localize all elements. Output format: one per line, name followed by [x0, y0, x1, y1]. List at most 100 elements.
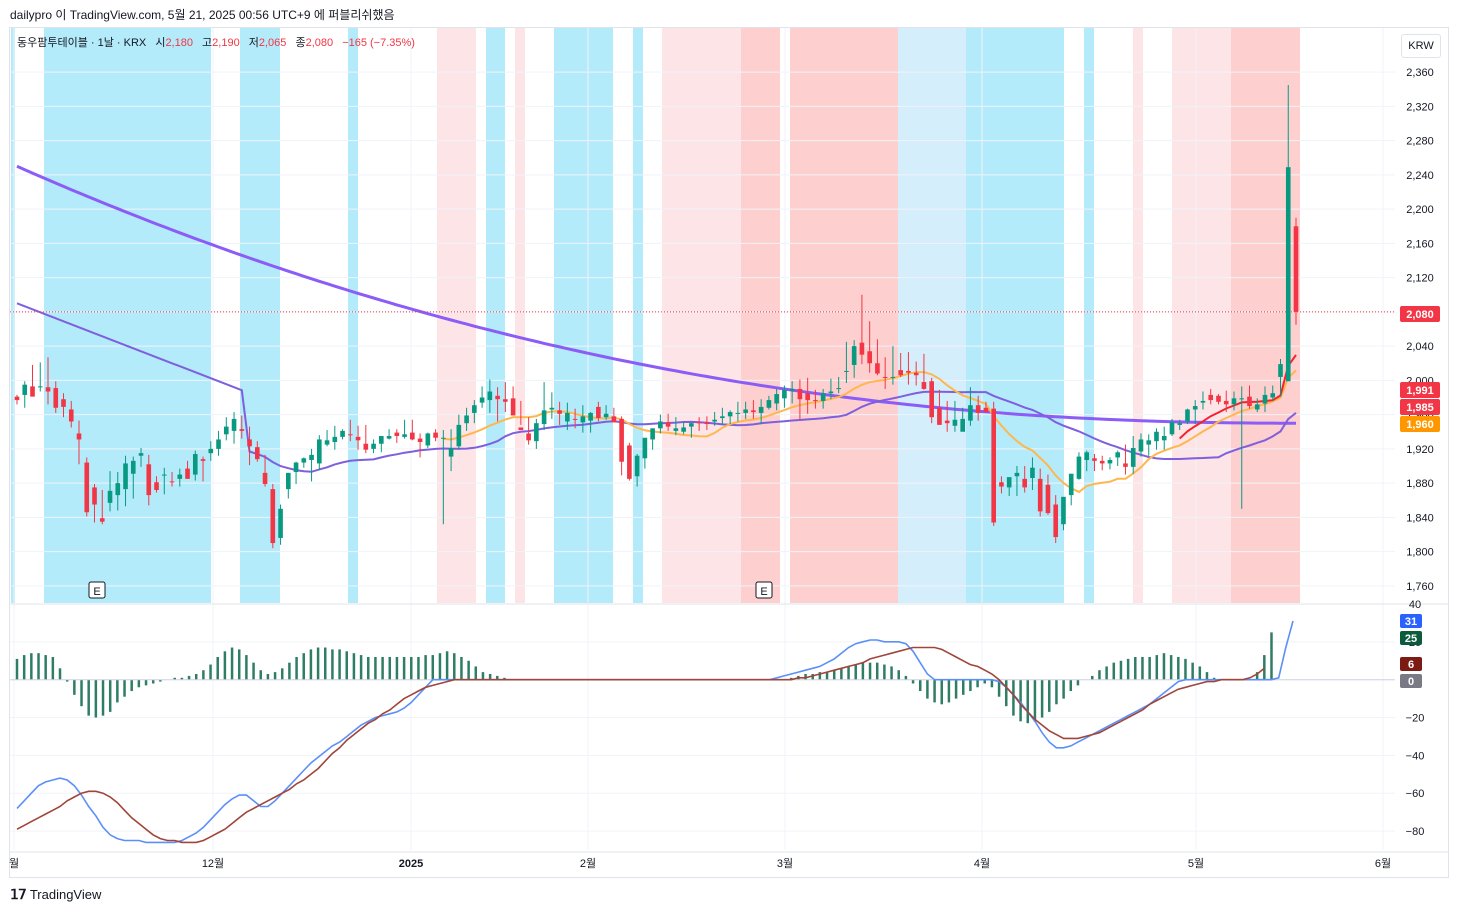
histogram-bar — [875, 662, 879, 680]
candle-body — [503, 399, 508, 402]
histogram-bar — [990, 679, 994, 688]
price-tag-label: 2,080 — [1406, 309, 1434, 321]
zone-band — [1084, 28, 1094, 603]
histogram-bar — [116, 679, 119, 703]
candle — [999, 476, 1004, 494]
histogram-bar — [481, 672, 485, 680]
candle-body — [1092, 458, 1097, 461]
histogram-bar — [173, 677, 176, 680]
histogram-bar — [216, 656, 219, 680]
candle-body — [1107, 460, 1113, 464]
candle-body — [1285, 167, 1291, 382]
candle-body — [1115, 452, 1121, 458]
candle-body — [1169, 422, 1175, 435]
candle — [379, 436, 384, 453]
oscillator-pane — [10, 620, 1395, 844]
candle-body — [557, 410, 562, 414]
osc-tag-label: 0 — [1408, 676, 1414, 688]
candle-body — [76, 433, 82, 440]
candle-body — [774, 394, 779, 404]
histogram-bar — [868, 662, 872, 680]
currency-button[interactable]: KRW — [1401, 34, 1441, 58]
low-value: 2,065 — [258, 37, 287, 49]
candle — [154, 476, 159, 493]
histogram-bar — [431, 655, 435, 680]
candle-body — [681, 427, 686, 432]
candle-body — [1161, 436, 1167, 441]
candle — [99, 489, 105, 525]
histogram-bar — [496, 675, 499, 680]
histogram-bar — [331, 649, 334, 680]
candle-body — [836, 388, 841, 390]
candle — [45, 357, 51, 405]
candle-body — [541, 410, 547, 425]
histogram-bar — [51, 656, 55, 680]
ma-short-line — [1179, 354, 1297, 440]
candle — [518, 400, 524, 431]
candle — [503, 382, 508, 413]
footer[interactable]: 𝟣𝟩 TradingView — [10, 886, 101, 903]
histogram-bar — [237, 649, 241, 680]
candle-body — [247, 439, 252, 447]
candle-body — [929, 381, 934, 418]
candle — [1045, 474, 1051, 515]
histogram-bar — [1148, 656, 1151, 680]
histogram-bar — [1112, 662, 1116, 680]
histogram-bar — [381, 656, 384, 680]
candle — [495, 387, 500, 422]
candle — [216, 430, 221, 456]
price-tags: 2,080 1,991 1,985 1,960 31 25 6 0 — [1400, 306, 1440, 688]
histogram-bar — [1198, 666, 1202, 680]
candle-body — [867, 351, 872, 364]
candle — [534, 418, 539, 449]
candle-body — [14, 396, 20, 401]
candle-body — [999, 482, 1004, 487]
publish-info: dailypro 이 TradingView.com, 5월 21, 2025 … — [10, 8, 395, 22]
histogram-bar — [847, 666, 850, 680]
candle — [487, 379, 493, 413]
candle — [22, 381, 28, 408]
candle-body — [332, 436, 338, 443]
candle — [1068, 473, 1074, 506]
candle-body — [704, 422, 710, 425]
price-tick-label: 1,800 — [1406, 547, 1434, 559]
price-tick-label: 2,120 — [1406, 273, 1434, 285]
candle — [813, 389, 818, 409]
candle-body — [991, 408, 997, 523]
candle-body — [1045, 484, 1051, 514]
candle — [456, 414, 462, 450]
histogram-bar — [345, 651, 349, 680]
candle-body — [185, 468, 190, 479]
histogram-bar — [1048, 679, 1051, 712]
zone-band — [633, 28, 643, 603]
histogram-bar — [897, 670, 900, 680]
candle-body — [580, 416, 586, 423]
histogram-bar — [1012, 679, 1015, 716]
histogram-bar — [488, 674, 492, 680]
candle-body — [611, 416, 617, 423]
candle-body — [45, 387, 51, 392]
candle — [1262, 386, 1268, 413]
time-tick-label: 5월 — [1188, 857, 1204, 870]
histogram-bar — [818, 672, 822, 680]
candle — [123, 455, 128, 507]
candle — [766, 395, 772, 410]
price-tag: 1,960 — [1400, 416, 1440, 432]
histogram-bar — [1005, 679, 1008, 707]
chart-frame — [9, 27, 1449, 878]
histogram-bar — [123, 679, 126, 697]
candle — [735, 401, 741, 422]
histogram-bar — [309, 649, 313, 680]
price-tag-label: 1,991 — [1406, 385, 1434, 397]
candle — [836, 376, 841, 394]
candle-body — [1146, 440, 1152, 445]
candle — [696, 417, 702, 431]
candle-body — [169, 481, 175, 483]
price-tag-box — [1400, 399, 1440, 415]
candle — [1006, 477, 1012, 496]
candle-body — [99, 518, 105, 522]
histogram-bar — [1119, 660, 1123, 680]
candle — [797, 379, 803, 420]
candle-body — [689, 423, 694, 427]
